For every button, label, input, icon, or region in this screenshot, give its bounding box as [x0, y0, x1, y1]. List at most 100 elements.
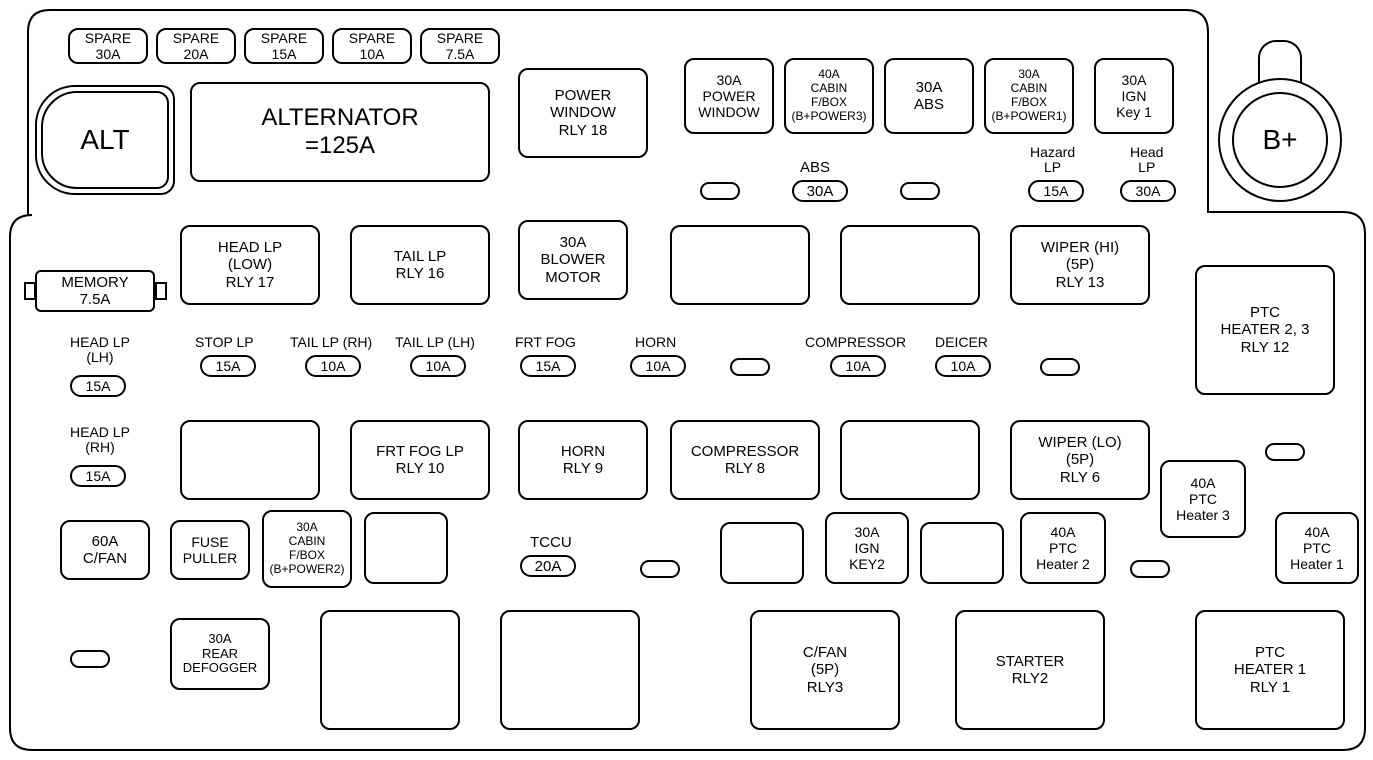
box-line: PULLER: [183, 550, 237, 566]
blank-pill: [700, 182, 740, 200]
box-line: (5P): [1066, 451, 1094, 468]
box-line: SPARE: [173, 30, 219, 46]
fuse-label-taillp_lh: TAIL LP (LH): [395, 335, 475, 350]
box-line: CABIN: [1011, 82, 1048, 96]
blank-pill: [70, 650, 110, 668]
box-blank_r5a: [320, 610, 460, 730]
box-line: (B+POWER1): [991, 110, 1066, 124]
fuse-pill-headlp30: 30A: [1120, 180, 1176, 202]
box-line: PTC: [1303, 540, 1331, 556]
box-rly12: PTCHEATER 2, 3RLY 12: [1195, 265, 1335, 395]
box-line: FRT FOG LP: [376, 443, 464, 460]
box-rly1: PTCHEATER 1RLY 1: [1195, 610, 1345, 730]
box-line: 30A: [1122, 72, 1147, 88]
fuse-label-abs30: ABS: [800, 160, 830, 177]
blank-pill: [640, 560, 680, 578]
fuse-pill-headlp_rh: 15A: [70, 465, 126, 487]
box-line: WINDOW: [550, 104, 616, 121]
box-line: RLY3: [807, 679, 843, 696]
box-blank_r3b: [840, 420, 980, 500]
box-blank_r4a: [364, 512, 448, 584]
box-rly18: POWERWINDOWRLY 18: [518, 68, 648, 158]
box-line: HEATER 1: [1234, 661, 1306, 678]
box-spare30: SPARE30A: [68, 28, 148, 64]
box-line: 60A: [92, 533, 119, 550]
box-ignkey2: 30AIGNKEY2: [825, 512, 909, 584]
box-rly10: FRT FOG LPRLY 10: [350, 420, 490, 500]
box-blank_r4b: [720, 522, 804, 584]
fuse-pill-stoplp: 15A: [200, 355, 256, 377]
box-line: 30A: [916, 79, 943, 96]
box-line: RLY 12: [1241, 339, 1290, 356]
box-line: CABIN: [289, 535, 326, 549]
box-rly3: C/FAN(5P)RLY3: [750, 610, 900, 730]
box-line: RLY 10: [396, 460, 445, 477]
box-blank_r4c: [920, 522, 1004, 584]
fuse-pill-abs30: 30A: [792, 180, 848, 202]
box-f30a_cabin_p1: 30ACABINF/BOX(B+POWER1): [984, 58, 1074, 134]
box-ptc2: 40APTCHeater 2: [1020, 512, 1106, 584]
box-line: RLY 16: [396, 265, 445, 282]
box-line: WIPER (LO): [1038, 434, 1121, 451]
box-spare20: SPARE20A: [156, 28, 236, 64]
fusebox-diagram: ALTB+MEMORY7.5ASPARE30ASPARE20ASPARE15AS…: [0, 0, 1373, 760]
box-line: F/BOX: [1011, 96, 1047, 110]
box-line: RLY 18: [559, 122, 608, 139]
box-line: 40A: [1305, 524, 1330, 540]
box-line: COMPRESSOR: [691, 443, 799, 460]
fuse-pill-headlp_lh: 15A: [70, 375, 126, 397]
box-line: MOTOR: [545, 269, 601, 286]
box-line: 30A: [560, 234, 587, 251]
fuse-label-headlp_lh: HEAD LP (LH): [70, 335, 130, 366]
box-line: TAIL LP: [394, 248, 447, 265]
box-line: SPARE: [437, 30, 483, 46]
box-cfan60: 60AC/FAN: [60, 520, 150, 580]
box-line: F/BOX: [811, 96, 847, 110]
box-line: 30A: [96, 46, 121, 62]
memory-fuse-tab: [155, 282, 167, 300]
box-line: (B+POWER2): [269, 563, 344, 577]
box-line: (B+POWER3): [791, 110, 866, 124]
box-line: Key 1: [1116, 104, 1152, 120]
box-line: DEFOGGER: [183, 661, 257, 676]
box-rly17: HEAD LP(LOW)RLY 17: [180, 225, 320, 305]
box-line: STARTER: [996, 653, 1065, 670]
box-line: WIPER (HI): [1041, 239, 1119, 256]
box-line: RLY 17: [226, 274, 275, 291]
box-spare15: SPARE15A: [244, 28, 324, 64]
box-line: RLY 1: [1250, 679, 1290, 696]
box-rly9: HORNRLY 9: [518, 420, 648, 500]
box-line: REAR: [202, 647, 238, 662]
fuse-label-headlp_rh: HEAD LP (RH): [70, 425, 130, 456]
box-line: HEAD LP: [218, 239, 282, 256]
box-line: KEY2: [849, 556, 885, 572]
box-line: ALTERNATOR: [261, 104, 418, 132]
box-line: PTC: [1049, 540, 1077, 556]
box-line: PTC: [1250, 304, 1280, 321]
fuse-label-headlp30: Head LP: [1130, 145, 1163, 176]
box-rly6: WIPER (LO)(5P)RLY 6: [1010, 420, 1150, 500]
box-rly2: STARTERRLY2: [955, 610, 1105, 730]
box-line: POWER: [555, 87, 612, 104]
box-line: IGN: [855, 540, 880, 556]
box-line: C/FAN: [83, 550, 127, 567]
fuse-label-compressor: COMPRESSOR: [805, 335, 906, 350]
box-line: C/FAN: [803, 644, 847, 661]
fuse-pill-taillp_rh: 10A: [305, 355, 361, 377]
box-line: RLY 6: [1060, 469, 1100, 486]
box-f30a_abs: 30AABS: [884, 58, 974, 134]
box-line: WINDOW: [698, 104, 759, 120]
box-line: 30A: [855, 524, 880, 540]
box-line: IGN: [1122, 88, 1147, 104]
fuse-pill-tccu: 20A: [520, 555, 576, 577]
box-line: Heater 1: [1290, 556, 1344, 572]
box-f40a_cabin_p3: 40ACABINF/BOX(B+POWER3): [784, 58, 874, 134]
box-spare10: SPARE10A: [332, 28, 412, 64]
blank-pill: [1265, 443, 1305, 461]
box-blank_r2a: [670, 225, 810, 305]
box-line: PTC: [1255, 644, 1285, 661]
box-line: Heater 2: [1036, 556, 1090, 572]
box-blank_r3a: [180, 420, 320, 500]
fuse-label-horn: HORN: [635, 335, 676, 350]
fuse-label-stoplp: STOP LP: [195, 335, 254, 350]
